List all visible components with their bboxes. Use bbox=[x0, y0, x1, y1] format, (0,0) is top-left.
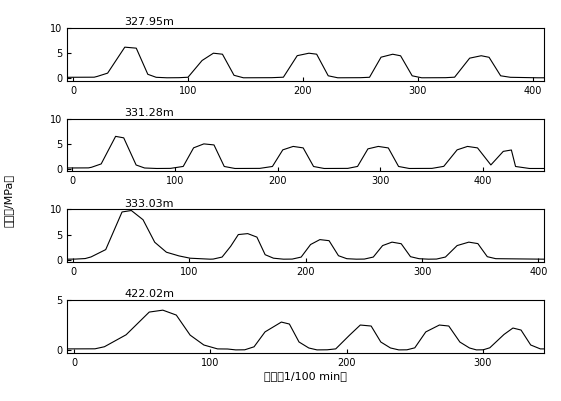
Text: 327.95m: 327.95m bbox=[125, 17, 174, 27]
Text: 331.28m: 331.28m bbox=[125, 108, 174, 118]
X-axis label: 时间（1/100 min）: 时间（1/100 min） bbox=[264, 371, 347, 381]
Text: 压力（/MPa）: 压力（/MPa） bbox=[3, 174, 13, 227]
Text: 333.03m: 333.03m bbox=[125, 198, 174, 209]
Text: 422.02m: 422.02m bbox=[125, 290, 174, 300]
